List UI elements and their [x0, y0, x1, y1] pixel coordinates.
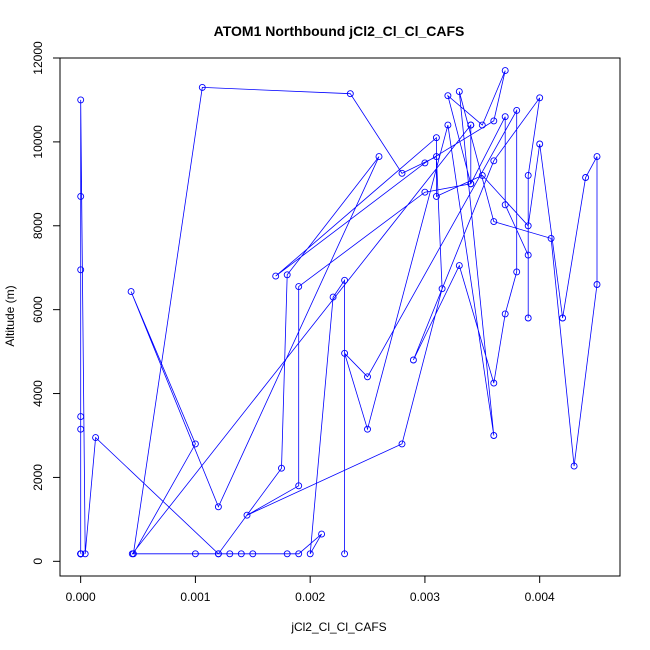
data-point	[467, 180, 475, 188]
x-tick-label: 0.004	[525, 590, 555, 604]
data-point	[283, 550, 291, 558]
x-tick-label: 0.002	[295, 590, 325, 604]
series-line	[80, 70, 598, 555]
data-point	[341, 349, 349, 357]
data-point	[490, 379, 498, 387]
data-point	[214, 550, 222, 558]
data-point	[570, 462, 578, 470]
data-point	[478, 171, 486, 179]
data-point	[249, 550, 257, 558]
data-point	[295, 283, 303, 291]
data-point	[77, 266, 85, 274]
data-point	[77, 96, 85, 104]
data-point	[501, 67, 509, 75]
data-point	[490, 218, 498, 226]
data-point	[478, 121, 486, 129]
data-point	[398, 169, 406, 177]
data-point	[318, 530, 326, 538]
data-point	[513, 106, 521, 114]
data-point	[364, 425, 371, 433]
data-point	[364, 373, 371, 381]
data-point	[536, 94, 544, 102]
data-point	[501, 113, 509, 121]
data-point	[92, 434, 100, 442]
x-tick-label: 0.000	[66, 590, 96, 604]
data-point	[490, 157, 498, 165]
data-point	[444, 92, 452, 100]
data-point	[501, 201, 509, 209]
data-point	[432, 192, 440, 200]
data-point	[524, 171, 532, 179]
data-point	[237, 550, 245, 558]
data-point	[524, 222, 532, 230]
data-point	[467, 121, 475, 129]
data-point	[490, 432, 498, 439]
y-tick-label: 6000	[31, 296, 45, 323]
data-point	[346, 90, 354, 98]
x-tick-label: 0.001	[180, 590, 210, 604]
x-axis-label: jCl2_Cl_Cl_CAFS	[290, 620, 386, 634]
data-point	[593, 281, 601, 288]
data-point	[559, 314, 567, 322]
data-point	[547, 234, 555, 242]
data-point	[432, 134, 440, 142]
data-point	[593, 153, 601, 161]
data-point	[278, 464, 285, 472]
data-point	[214, 503, 222, 511]
data-point	[198, 83, 206, 91]
data-point	[444, 121, 452, 129]
data-point	[375, 153, 383, 161]
data-point	[524, 314, 532, 322]
data-point	[513, 268, 521, 276]
y-ticks: 0 2000 4000 6000 8000 10000 12000	[31, 41, 60, 565]
data-point	[191, 550, 199, 558]
data-point	[306, 550, 314, 558]
x-tick-label: 0.003	[410, 590, 440, 604]
data-point	[226, 550, 234, 558]
y-tick-label: 4000	[31, 380, 45, 407]
data-point	[490, 117, 498, 125]
plot-frame	[59, 57, 621, 577]
data-point	[582, 174, 590, 181]
y-tick-label: 0	[31, 558, 45, 565]
x-ticks: 0.000 0.001 0.002 0.003 0.004	[66, 576, 555, 604]
y-tick-label: 12000	[31, 41, 45, 75]
data-point	[398, 440, 406, 448]
data-point	[77, 192, 85, 200]
y-tick-label: 8000	[31, 212, 45, 239]
data-point	[272, 272, 280, 280]
x-axis: 0.000 0.001 0.002 0.003 0.004	[66, 575, 555, 604]
y-tick-label: 10000	[31, 125, 45, 159]
y-axis: 0 2000 4000 6000 8000 10000 12000	[31, 41, 61, 565]
data-point	[438, 285, 446, 293]
chart-title: ATOM1 Northbound jCl2_Cl_Cl_CAFS	[214, 23, 465, 39]
data-point	[524, 251, 532, 259]
data-point	[81, 550, 89, 558]
data-point	[191, 440, 199, 448]
data-point	[455, 262, 463, 270]
data-point	[501, 310, 509, 318]
data-point	[409, 356, 417, 364]
data-point	[77, 425, 85, 433]
data-point	[421, 159, 429, 167]
y-axis-label: Altitude (m)	[3, 285, 17, 346]
data-point	[77, 413, 85, 421]
data-point	[432, 153, 440, 161]
data-point	[127, 288, 135, 296]
series-group	[77, 67, 601, 558]
data-point	[341, 276, 349, 284]
data-point	[128, 550, 136, 558]
data-point	[77, 550, 85, 558]
data-point	[243, 511, 251, 519]
data-point	[295, 482, 303, 490]
data-point	[536, 140, 544, 148]
data-point	[329, 293, 337, 301]
data-point	[283, 271, 291, 279]
data-point	[455, 88, 463, 96]
data-point	[341, 550, 349, 558]
data-point	[295, 550, 303, 558]
data-point	[421, 188, 429, 196]
y-tick-label: 2000	[31, 464, 45, 491]
